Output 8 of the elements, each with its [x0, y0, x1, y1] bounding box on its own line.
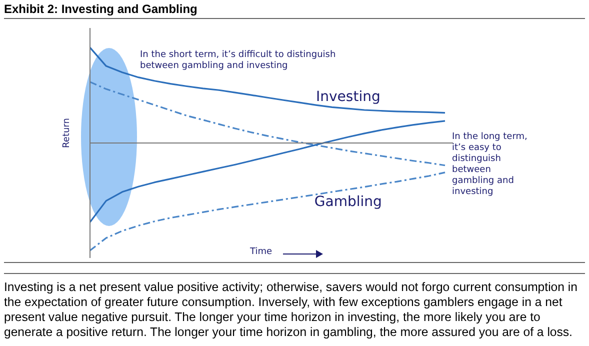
y-axis-title: Return [62, 118, 72, 148]
text: Investing is a net present value positive activity; otherwise, savers would not forgo current consumption in the expectation of greater future consumption. Inversely, with few exceptions gamblers engage in a net present value negative pursuit. The longer your time horizon in investing, the more likely you are to generate a positive return. The longer your time horizon in gambling, the more assured you are of a loss. [4, 280, 578, 340]
annotation: In the short term, it’s difficult to distinguish between gambling and investing [140, 50, 337, 72]
annotation: In the long term, it’s easy to distinguish between gambling and investing [452, 132, 528, 198]
chart-title: Exhibit 2: Investing and Gambling [4, 2, 585, 19]
series-label: Gambling [314, 194, 382, 210]
x-axis-title: Time [250, 247, 272, 257]
series-label: Investing [316, 89, 380, 106]
